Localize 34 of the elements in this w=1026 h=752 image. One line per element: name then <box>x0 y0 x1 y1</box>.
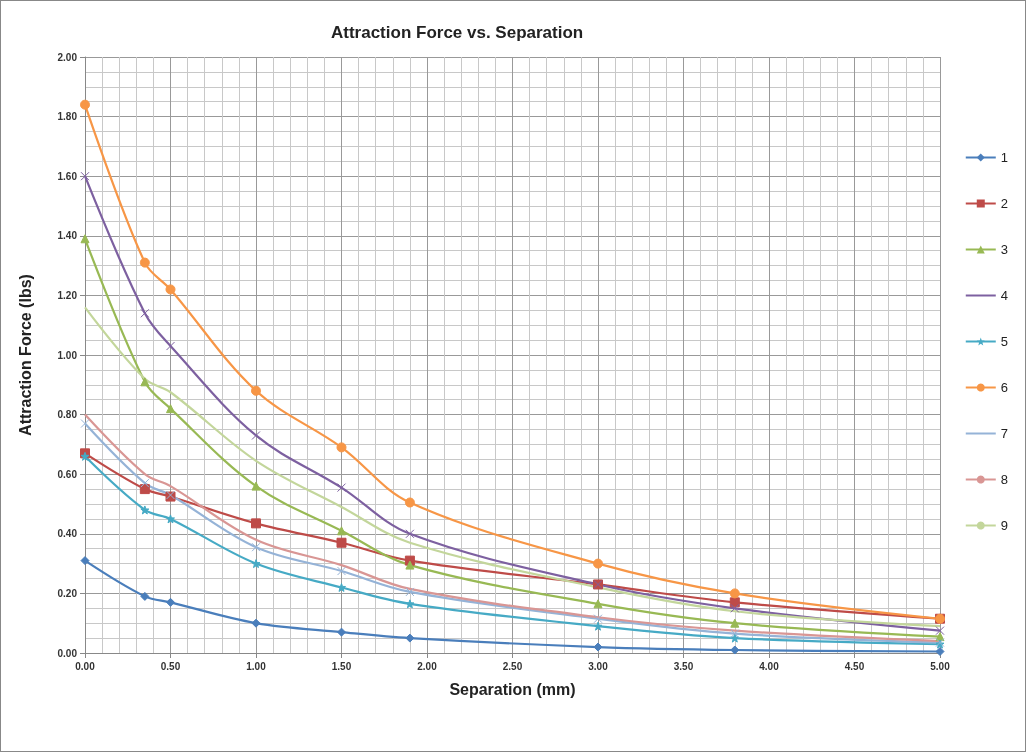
y-axis-title: Attraction Force (lbs) <box>16 274 34 436</box>
legend-label: 8 <box>1000 472 1008 487</box>
legend-label: 7 <box>1000 426 1008 441</box>
legend-label: 9 <box>1000 518 1008 533</box>
x-tick-label: 2.00 <box>417 660 438 672</box>
x-tick-label: 5.00 <box>930 660 951 672</box>
legend-label: 1 <box>1000 150 1008 165</box>
x-tick-label: 3.00 <box>588 660 609 672</box>
y-tick-label: 1.00 <box>57 349 78 361</box>
legend-label: 2 <box>1000 196 1008 211</box>
y-tick-label: 1.40 <box>57 230 78 242</box>
x-tick-label: 1.50 <box>331 660 352 672</box>
x-tick-label: 4.50 <box>844 660 865 672</box>
legend-label: 4 <box>1000 288 1008 303</box>
x-tick-label: 3.50 <box>673 660 694 672</box>
y-tick-label: 0.20 <box>57 587 78 599</box>
x-axis-title: Separation (mm) <box>449 680 576 698</box>
y-tick-label: 2.00 <box>57 51 78 63</box>
x-tick-label: 2.50 <box>502 660 523 672</box>
legend-label: 3 <box>1000 242 1008 257</box>
y-tick-label: 0.00 <box>57 647 78 659</box>
legend-label: 6 <box>1000 380 1008 395</box>
x-tick-label: 1.00 <box>246 660 267 672</box>
y-tick-label: 0.40 <box>57 528 78 540</box>
y-tick-label: 1.80 <box>57 111 78 123</box>
x-tick-label: 0.00 <box>75 660 96 672</box>
y-tick-label: 0.60 <box>57 468 78 480</box>
x-tick-label: 0.50 <box>160 660 181 672</box>
y-tick-label: 1.60 <box>57 170 78 182</box>
y-tick-label: 1.20 <box>57 289 78 301</box>
chart-title: Attraction Force vs. Separation <box>331 23 584 42</box>
legend-label: 5 <box>1000 334 1008 349</box>
y-tick-label: 0.80 <box>57 409 78 421</box>
x-tick-label: 4.00 <box>759 660 780 672</box>
